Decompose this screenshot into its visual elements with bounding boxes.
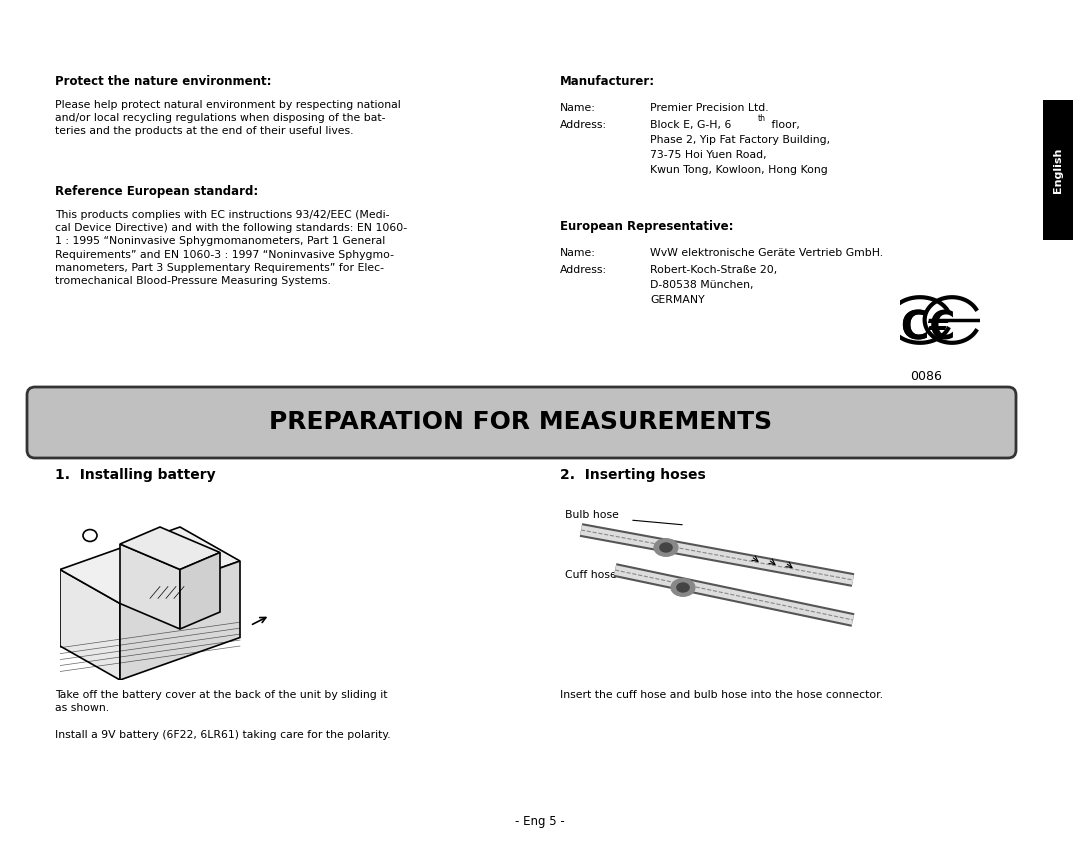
Text: 1.  Installing battery: 1. Installing battery <box>55 468 216 482</box>
Text: Address:: Address: <box>561 265 607 275</box>
FancyBboxPatch shape <box>1043 100 1074 240</box>
Text: European Representative:: European Representative: <box>561 220 733 233</box>
Polygon shape <box>120 561 240 680</box>
Text: Insert the cuff hose and bulb hose into the hose connector.: Insert the cuff hose and bulb hose into … <box>561 690 883 700</box>
Text: English: English <box>1053 148 1063 193</box>
Text: Take off the battery cover at the back of the unit by sliding it
as shown.: Take off the battery cover at the back o… <box>55 690 388 713</box>
Text: Block E, G-H, 6: Block E, G-H, 6 <box>650 120 731 130</box>
Text: Reference European standard:: Reference European standard: <box>55 185 258 198</box>
Text: Robert-Koch-Straße 20,: Robert-Koch-Straße 20, <box>650 265 778 275</box>
Polygon shape <box>180 552 220 629</box>
Text: D-80538 München,: D-80538 München, <box>650 280 754 290</box>
Text: 73-75 Hoi Yuen Road,: 73-75 Hoi Yuen Road, <box>650 150 767 160</box>
Text: Kwun Tong, Kowloon, Hong Kong: Kwun Tong, Kowloon, Hong Kong <box>650 165 827 175</box>
Text: WvW elektronische Geräte Vertrieb GmbH.: WvW elektronische Geräte Vertrieb GmbH. <box>650 248 883 258</box>
Text: Premier Precision Ltd.: Premier Precision Ltd. <box>650 103 769 113</box>
Circle shape <box>671 579 694 596</box>
Text: Name:: Name: <box>561 248 596 258</box>
Text: Cuff hose: Cuff hose <box>565 570 617 580</box>
Text: Address:: Address: <box>561 120 607 130</box>
Text: - Eng 5 -: - Eng 5 - <box>515 815 565 828</box>
Text: This products complies with EC instructions 93/42/EEC (Medi-
cal Device Directiv: This products complies with EC instructi… <box>55 210 407 286</box>
Text: PREPARATION FOR MEASUREMENTS: PREPARATION FOR MEASUREMENTS <box>269 410 772 434</box>
Text: Protect the nature environment:: Protect the nature environment: <box>55 75 271 88</box>
Text: 0086: 0086 <box>910 370 942 383</box>
Text: C: C <box>900 310 929 348</box>
Text: th: th <box>758 114 766 123</box>
Polygon shape <box>120 527 220 570</box>
Circle shape <box>654 539 678 556</box>
Text: Bulb hose: Bulb hose <box>565 510 619 520</box>
Polygon shape <box>60 570 120 680</box>
Polygon shape <box>120 544 180 629</box>
Circle shape <box>677 583 689 592</box>
FancyBboxPatch shape <box>27 387 1016 458</box>
Polygon shape <box>60 527 240 604</box>
Text: Manufacturer:: Manufacturer: <box>561 75 656 88</box>
Circle shape <box>660 543 672 552</box>
Text: floor,: floor, <box>768 120 800 130</box>
Text: C€: C€ <box>900 310 956 348</box>
Text: Phase 2, Yip Fat Factory Building,: Phase 2, Yip Fat Factory Building, <box>650 135 831 145</box>
Text: Install a 9V battery (6F22, 6LR61) taking care for the polarity.: Install a 9V battery (6F22, 6LR61) takin… <box>55 730 391 740</box>
Text: 2.  Inserting hoses: 2. Inserting hoses <box>561 468 705 482</box>
Text: Please help protect natural environment by respecting national
and/or local recy: Please help protect natural environment … <box>55 100 401 137</box>
Text: Name:: Name: <box>561 103 596 113</box>
Text: GERMANY: GERMANY <box>650 295 704 305</box>
